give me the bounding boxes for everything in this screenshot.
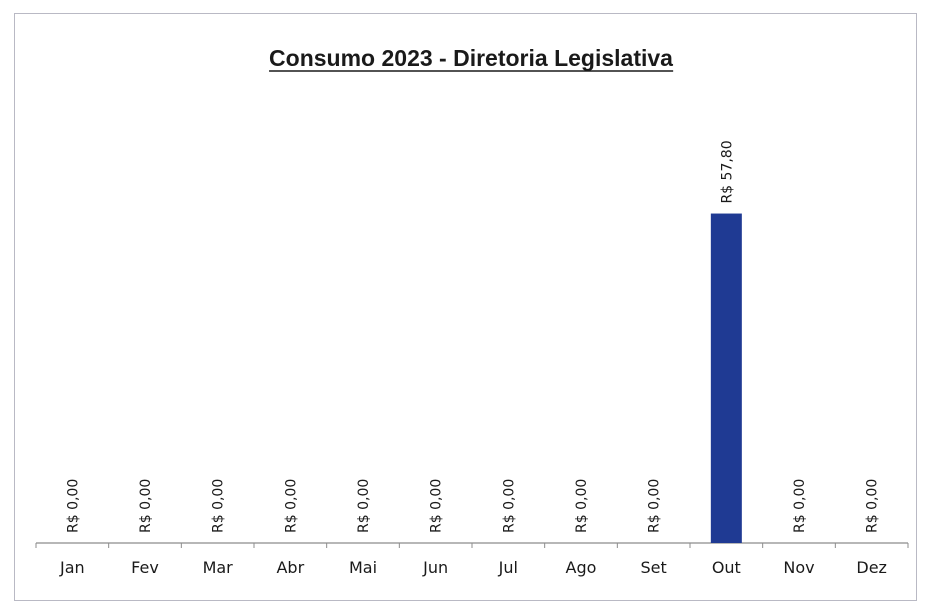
data-label-jan: R$ 0,00 bbox=[65, 479, 81, 533]
data-labels-group: R$ 0,00 R$ 0,00 R$ 0,00 R$ 0,00 R$ 0,00 R$ 0,… bbox=[65, 140, 880, 533]
x-tick-label-fev: Fev bbox=[131, 558, 159, 577]
x-tick-label-jan: Jan bbox=[59, 558, 85, 577]
x-tick-label-set: Set bbox=[641, 558, 667, 577]
data-label-out: R$ 57,80 bbox=[719, 140, 735, 203]
data-label-mar: R$ 0,00 bbox=[211, 479, 227, 533]
chart-frame bbox=[14, 13, 917, 601]
bar-out bbox=[710, 213, 742, 544]
bars-group bbox=[710, 213, 742, 544]
data-label-abr: R$ 0,00 bbox=[283, 479, 299, 533]
x-tick-label-jun: Jun bbox=[422, 558, 448, 577]
x-tick-label-mai: Mai bbox=[349, 558, 377, 577]
x-axis-ticks bbox=[35, 543, 909, 548]
x-tick-label-abr: Abr bbox=[276, 558, 304, 577]
data-label-set: R$ 0,00 bbox=[647, 479, 663, 533]
data-label-jun: R$ 0,00 bbox=[429, 479, 445, 533]
x-tick-label-out: Out bbox=[712, 558, 741, 577]
x-tick-label-mar: Mar bbox=[203, 558, 234, 577]
x-tick-label-jul: Jul bbox=[498, 558, 518, 577]
data-label-dez: R$ 0,00 bbox=[865, 479, 881, 533]
data-label-ago: R$ 0,00 bbox=[574, 479, 590, 533]
data-label-jul: R$ 0,00 bbox=[501, 479, 517, 533]
x-tick-label-ago: Ago bbox=[566, 558, 597, 577]
data-label-fev: R$ 0,00 bbox=[138, 479, 154, 533]
x-axis-tick-labels: Jan Fev Mar Abr Mai Jun Jul Ago Set Out Nov Dez bbox=[59, 558, 887, 577]
data-label-mai: R$ 0,00 bbox=[356, 479, 372, 533]
chart-title: Consumo 2023 - Diretoria Legislativa bbox=[269, 45, 673, 71]
x-tick-label-nov: Nov bbox=[783, 558, 814, 577]
data-label-nov: R$ 0,00 bbox=[792, 479, 808, 533]
x-tick-label-dez: Dez bbox=[856, 558, 887, 577]
